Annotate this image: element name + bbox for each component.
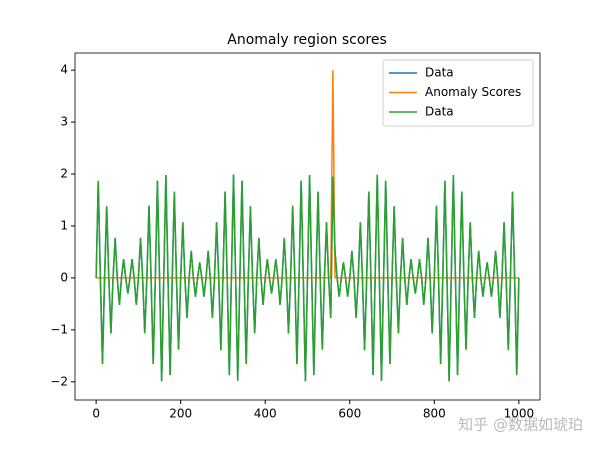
y-tick-label: −1	[50, 322, 68, 336]
x-tick-label: 1000	[504, 407, 535, 421]
y-tick-label: 4	[60, 63, 68, 77]
x-tick-label: 600	[338, 407, 361, 421]
series-line	[95, 174, 520, 382]
x-tick-label: 200	[169, 407, 192, 421]
y-tick-label: 3	[60, 115, 68, 129]
legend-label: Anomaly Scores	[425, 85, 521, 99]
y-tick-label: 0	[60, 270, 68, 284]
y-tick-label: 2	[60, 167, 68, 181]
x-tick-label: 800	[423, 407, 446, 421]
x-tick-label: 0	[92, 407, 100, 421]
watermark: 知乎 @数据如琥珀	[458, 416, 583, 434]
axes-frame	[74, 52, 541, 401]
legend-label: Data	[425, 105, 454, 119]
x-tick-label: 400	[254, 407, 277, 421]
legend-label: Data	[425, 66, 454, 80]
y-tick-label: 1	[60, 218, 68, 232]
legend-box	[382, 59, 534, 127]
y-tick-label: −2	[50, 374, 68, 388]
chart-title: Anomaly region scores	[227, 32, 387, 48]
